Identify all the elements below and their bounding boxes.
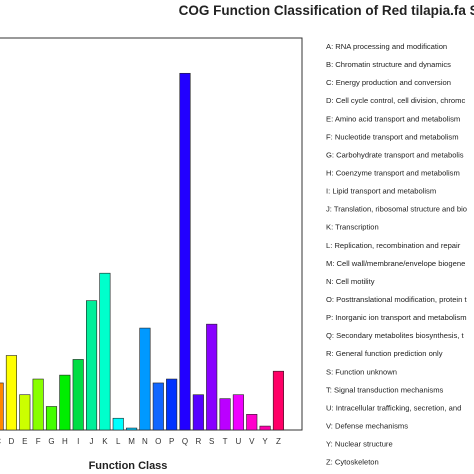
bar-F <box>32 378 44 431</box>
bar-V <box>246 414 258 431</box>
x-tick-H: H <box>62 437 68 446</box>
bar-R <box>192 394 204 431</box>
bar-E <box>19 394 31 431</box>
legend-item-E: E: Amino acid transport and metabolism <box>326 114 460 123</box>
legend-item-K: K: Transcription <box>326 223 379 232</box>
legend-item-D: D: Cell cycle control, cell division, ch… <box>326 96 465 105</box>
legend-item-J: J: Translation, ribosomal structure and … <box>326 205 467 214</box>
bar-G <box>45 406 58 431</box>
bar-J <box>86 300 98 431</box>
legend-item-A: A: RNA processing and modification <box>326 42 447 51</box>
bars-layer <box>0 72 285 431</box>
legend-item-T: T: Signal transduction mechanisms <box>326 385 444 394</box>
legend-item-B: B: Chromatin structure and dynamics <box>326 60 451 69</box>
x-tick-P: P <box>169 437 174 446</box>
x-tick-S: S <box>209 437 214 446</box>
x-tick-U: U <box>236 437 242 446</box>
bar-I <box>72 359 84 431</box>
legend-item-U: U: Intracellular trafficking, secretion,… <box>326 403 461 412</box>
legend-item-Q: Q: Secondary metabolites biosynthesis, t <box>326 331 464 340</box>
x-tick-Q: Q <box>182 437 188 446</box>
bar-K <box>99 272 111 431</box>
legend-item-H: H: Coenzyme transport and metabolism <box>326 168 460 177</box>
plot-frame <box>0 37 303 431</box>
x-tick-labels: ABCDEFGHIJKLMNOPQRSTUVYZ <box>0 437 281 446</box>
legend-item-O: O: Posttranslational modification, prote… <box>326 295 467 304</box>
x-tick-N: N <box>142 437 148 446</box>
legend-item-C: C: Energy production and conversion <box>326 78 451 87</box>
x-tick-C: C <box>0 437 1 446</box>
bar-H <box>59 374 71 431</box>
x-tick-D: D <box>9 437 15 446</box>
legend: A: RNA processing and modification B: Chr… <box>326 42 467 467</box>
x-tick-T: T <box>223 437 228 446</box>
x-tick-O: O <box>155 437 161 446</box>
x-tick-J: J <box>90 437 94 446</box>
bar-C <box>0 382 4 431</box>
legend-item-F: F: Nucleotide transport and metabolism <box>326 132 459 141</box>
bar-N <box>139 327 151 431</box>
x-tick-L: L <box>116 437 121 446</box>
x-tick-F: F <box>36 437 41 446</box>
legend-item-R: R: General function prediction only <box>326 349 443 358</box>
bar-Y <box>259 425 271 431</box>
x-axis-label: Function Class <box>89 460 168 472</box>
bar-P <box>166 378 178 431</box>
bar-L <box>112 417 124 431</box>
legend-item-Z: Z: Cytoskeleton <box>326 458 379 467</box>
x-tick-V: V <box>249 437 255 446</box>
bar-Z <box>272 370 285 431</box>
legend-item-S: S: Function unknown <box>326 367 397 376</box>
x-tick-M: M <box>128 437 135 446</box>
legend-item-L: L: Replication, recombination and repair <box>326 241 461 250</box>
legend-item-V: V: Defense mechanisms <box>326 421 408 430</box>
bar-Q <box>179 72 191 431</box>
legend-item-I: I: Lipid transport and metabolism <box>326 187 436 196</box>
x-tick-K: K <box>102 437 108 446</box>
x-tick-Z: Z <box>276 437 281 446</box>
x-tick-I: I <box>77 437 79 446</box>
bar-S <box>206 323 218 431</box>
x-tick-Y: Y <box>262 437 268 446</box>
x-tick-R: R <box>195 437 201 446</box>
legend-item-P: P: Inorganic ion transport and metabolis… <box>326 313 467 322</box>
bar-T <box>219 398 231 431</box>
bar-U <box>232 394 244 431</box>
legend-item-G: G: Carbohydrate transport and metabolis <box>326 150 464 159</box>
legend-item-N: N: Cell motility <box>326 277 375 286</box>
x-tick-E: E <box>22 437 27 446</box>
bar-M <box>126 427 138 431</box>
bar-O <box>152 382 164 431</box>
legend-item-M: M: Cell wall/membrane/envelope biogene <box>326 259 465 268</box>
chart-title: COG Function Classification of Red tilap… <box>179 3 474 18</box>
legend-item-Y: Y: Nuclear structure <box>326 440 393 449</box>
x-tick-G: G <box>48 437 54 446</box>
bar-D <box>5 355 17 431</box>
